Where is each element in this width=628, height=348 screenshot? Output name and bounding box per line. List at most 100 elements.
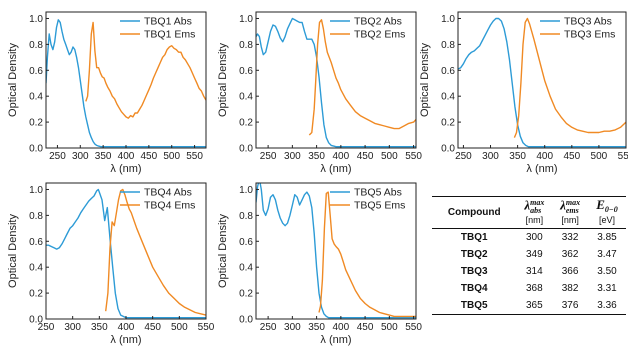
- x-tick-label: 500: [163, 151, 180, 162]
- x-tick-label: 550: [618, 151, 628, 162]
- y-tick-label: 1.0: [441, 14, 455, 25]
- y-tick-label: 0.8: [239, 40, 253, 51]
- header-compound: Compound: [447, 206, 501, 218]
- y-axis-label: Optical Density: [217, 214, 229, 288]
- y-axis-label: Optical Density: [7, 214, 19, 288]
- plot-frame: [255, 182, 417, 320]
- x-tick-label: 300: [64, 322, 81, 333]
- x-tick-label: 250: [38, 322, 55, 333]
- x-tick-label: 300: [72, 151, 89, 162]
- series-line-ems: [85, 21, 206, 119]
- y-tick-label: 0.2: [239, 118, 253, 129]
- y-tick-label: 0.6: [29, 237, 43, 248]
- y-tick-label: 0.0: [29, 315, 43, 326]
- chart-panel-2: 250 300 350 400 450 500 550 0.0 0.2 0.4 0.6 0.8 1.0 λ…: [217, 11, 422, 175]
- cell-e00: 3.36: [597, 300, 617, 311]
- series-line-ems: [513, 17, 626, 138]
- y-tick-label: 0.8: [239, 211, 253, 222]
- x-tick-label: 400: [118, 151, 135, 162]
- y-tick-label: 0.4: [239, 92, 253, 103]
- series-line-abs: [256, 17, 416, 148]
- x-tick-label: 350: [308, 322, 325, 333]
- series-line-abs: [46, 19, 206, 148]
- chart-panel-4: 250 300 350 400 450 500 550 0.0 0.2 0.4 0.6 0.8 1.0 λ…: [7, 182, 215, 346]
- x-tick-label: 300: [284, 151, 301, 162]
- header-lambda-abs: λ max abs [nm]: [524, 197, 545, 226]
- chart-panel-5: 250 300 350 400 450 500 550 0.0 0.2 0.4 0.6 0.8 1.0 λ…: [217, 182, 422, 346]
- cell-e00: 3.47: [597, 249, 617, 260]
- cell-lambda-abs: 349: [526, 249, 543, 260]
- legend-entry: TBQ5 Ems: [354, 200, 405, 212]
- x-tick-label: 350: [91, 322, 108, 333]
- y-axis-label: Optical Density: [217, 43, 229, 117]
- x-axis-label: λ (nm): [320, 334, 351, 346]
- plot-frame: [457, 11, 627, 149]
- cell-e00: 3.85: [597, 232, 617, 243]
- y-tick-label: 0.4: [29, 263, 43, 274]
- y-axis-label: Optical Density: [419, 43, 431, 117]
- x-tick-label: 350: [308, 151, 325, 162]
- cell-lambda-ems: 332: [561, 232, 579, 243]
- x-tick-label: 500: [381, 151, 398, 162]
- y-tick-label: 1.0: [239, 185, 253, 196]
- table-row: TBQ4 368 382 3.31: [432, 280, 626, 297]
- x-axis-label: λ (nm): [110, 163, 141, 175]
- table-row: TBQ2 349 362 3.47: [432, 246, 626, 263]
- legend-entry: TBQ4 Abs: [144, 187, 192, 199]
- legend-entry: TBQ3 Ems: [564, 29, 615, 41]
- y-tick-label: 0.4: [441, 92, 455, 103]
- y-tick-label: 0.2: [239, 289, 253, 300]
- y-tick-label: 0.4: [29, 92, 43, 103]
- y-tick-label: 0.6: [29, 66, 43, 77]
- x-tick-label: 400: [536, 151, 553, 162]
- chart-panel-1: 250 300 350 400 450 500 550 0.0 0.2 0.4 0.6 0.8 1.0 λ…: [7, 11, 207, 175]
- cell-lambda-ems: 366: [561, 266, 579, 277]
- table-row: TBQ5 365 376 3.36: [432, 297, 626, 315]
- legend-entry: TBQ4 Ems: [144, 200, 195, 212]
- cell-lambda-abs: 365: [526, 300, 543, 311]
- cell-compound: TBQ5: [460, 300, 488, 311]
- x-tick-label: 350: [509, 151, 526, 162]
- cell-compound: TBQ4: [460, 283, 488, 294]
- x-tick-label: 550: [405, 151, 422, 162]
- x-tick-label: 500: [381, 322, 398, 333]
- x-axis-label: λ (nm): [320, 163, 351, 175]
- x-tick-label: 450: [357, 151, 374, 162]
- cell-e00: 3.50: [597, 266, 617, 277]
- x-tick-label: 250: [260, 322, 277, 333]
- y-tick-label: 1.0: [29, 14, 43, 25]
- y-tick-label: 0.0: [239, 144, 253, 155]
- series-line-ems: [318, 191, 416, 318]
- y-tick-label: 0.0: [29, 144, 43, 155]
- legend-entry: TBQ3 Abs: [564, 16, 612, 28]
- x-tick-label: 450: [357, 322, 374, 333]
- x-tick-label: 250: [49, 151, 66, 162]
- series-line-ems: [308, 19, 416, 136]
- y-tick-label: 0.6: [239, 66, 253, 77]
- table-row: TBQ3 314 366 3.50: [432, 263, 626, 280]
- cell-e00: 3.31: [597, 283, 617, 294]
- y-tick-label: 0.8: [29, 40, 43, 51]
- header-e00: E0−0 [eV]: [596, 196, 618, 225]
- series-line-ems: [105, 188, 206, 316]
- x-tick-label: 550: [198, 322, 215, 333]
- y-tick-label: 0.2: [29, 118, 43, 129]
- legend-entry: TBQ1 Ems: [144, 29, 195, 41]
- series-line-abs: [256, 183, 416, 319]
- y-tick-label: 0.6: [441, 66, 455, 77]
- series-line-abs: [458, 17, 626, 148]
- x-tick-label: 300: [284, 322, 301, 333]
- y-tick-label: 0.8: [441, 40, 455, 51]
- y-axis-label: Optical Density: [7, 43, 19, 117]
- legend-entry: TBQ2 Ems: [354, 29, 405, 41]
- cell-lambda-ems: 376: [561, 300, 579, 311]
- x-tick-label: 400: [118, 322, 135, 333]
- series-line-abs: [46, 188, 206, 319]
- cell-lambda-abs: 300: [526, 232, 543, 243]
- cell-compound: TBQ2: [460, 249, 488, 260]
- x-tick-label: 500: [171, 322, 188, 333]
- x-tick-label: 400: [333, 322, 350, 333]
- y-tick-label: 0.0: [239, 315, 253, 326]
- x-tick-label: 350: [95, 151, 112, 162]
